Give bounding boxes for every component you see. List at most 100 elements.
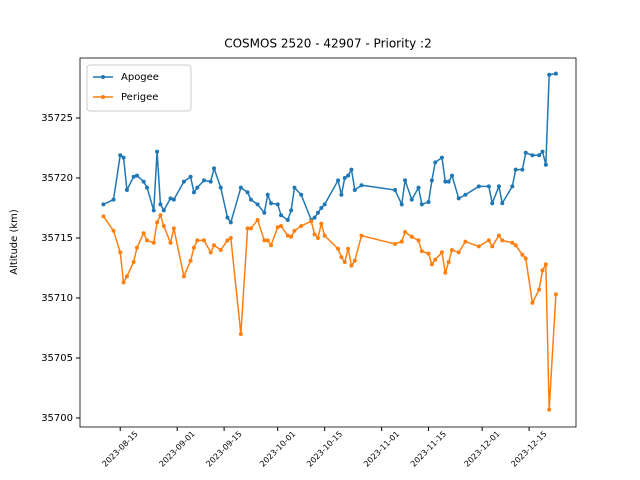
data-point — [158, 202, 163, 207]
data-point — [450, 248, 454, 252]
data-point — [540, 149, 545, 154]
data-point — [285, 233, 290, 238]
data-point — [359, 183, 364, 188]
data-point — [352, 188, 357, 192]
data-point — [547, 407, 552, 412]
data-point — [336, 246, 341, 251]
data-point — [523, 150, 528, 155]
data-point — [443, 179, 448, 184]
legend: Apogee Perigee — [86, 64, 192, 112]
data-point — [433, 160, 438, 165]
data-point — [463, 192, 468, 197]
data-point — [439, 250, 444, 255]
data-point — [145, 185, 150, 190]
data-point — [151, 208, 156, 213]
data-point — [101, 214, 106, 219]
data-point — [490, 201, 495, 206]
data-point — [530, 300, 535, 305]
data-point — [403, 230, 408, 234]
data-point — [349, 167, 354, 172]
data-point — [275, 225, 280, 230]
data-point — [238, 332, 243, 336]
data-point — [416, 238, 421, 243]
data-point — [342, 176, 347, 180]
data-point — [513, 243, 518, 248]
data-point — [248, 226, 253, 231]
data-point — [393, 188, 398, 192]
data-point — [195, 185, 200, 190]
data-point — [208, 250, 213, 255]
data-point — [523, 256, 528, 261]
data-point — [151, 240, 156, 245]
data-point — [342, 260, 347, 264]
data-point — [530, 153, 535, 158]
data-point — [463, 239, 468, 244]
data-point — [275, 202, 280, 207]
y-axis-label: Altitude (km) — [9, 209, 20, 275]
data-point — [513, 167, 518, 172]
y-tick-label: 35710 — [41, 293, 73, 304]
data-point — [547, 72, 552, 77]
data-point — [218, 248, 223, 252]
data-point — [540, 268, 545, 273]
data-point — [131, 174, 136, 179]
data-point — [145, 238, 150, 243]
data-point — [419, 202, 424, 207]
data-point — [168, 240, 173, 245]
data-point — [289, 234, 294, 239]
data-point — [339, 255, 344, 260]
data-point — [496, 184, 501, 189]
data-point — [202, 178, 206, 183]
data-point — [208, 179, 213, 184]
data-point — [181, 179, 186, 184]
data-point — [155, 149, 160, 154]
data-point — [202, 238, 206, 243]
data-point — [520, 167, 525, 172]
data-point — [299, 224, 304, 228]
data-point — [292, 228, 297, 233]
data-point — [339, 192, 344, 197]
data-point — [141, 179, 146, 184]
data-point — [171, 197, 176, 202]
data-point — [279, 224, 284, 228]
data-point — [409, 234, 414, 239]
data-point — [446, 260, 451, 264]
data-point — [520, 252, 525, 257]
data-point — [537, 153, 542, 158]
chart-title: COSMOS 2520 - 42907 - Priority :2 — [224, 37, 432, 51]
data-point — [416, 185, 421, 190]
data-point — [319, 206, 324, 210]
data-point — [101, 202, 106, 207]
legend-marker — [101, 95, 105, 99]
data-point — [218, 185, 223, 190]
data-point — [248, 197, 253, 202]
data-point — [269, 243, 274, 248]
data-point — [315, 210, 320, 215]
data-point — [346, 246, 351, 251]
data-point — [111, 197, 116, 202]
data-point — [426, 200, 431, 204]
data-point — [456, 250, 461, 255]
data-point — [195, 238, 200, 243]
data-point — [322, 202, 327, 207]
data-point — [161, 224, 166, 228]
data-point — [496, 233, 501, 238]
data-point — [238, 185, 243, 190]
data-point — [486, 184, 491, 189]
data-point — [299, 192, 304, 197]
data-point — [124, 188, 129, 192]
data-point — [134, 173, 139, 178]
data-point — [510, 240, 515, 245]
data-point — [292, 185, 297, 190]
legend-label: Perigee — [121, 92, 158, 103]
y-tick-label: 35705 — [41, 353, 73, 364]
data-point — [456, 196, 461, 201]
data-point — [111, 228, 116, 233]
data-point — [279, 213, 284, 218]
data-point — [191, 190, 196, 195]
data-point — [500, 201, 505, 206]
data-point — [265, 238, 270, 243]
data-point — [121, 280, 126, 285]
data-point — [419, 249, 424, 254]
